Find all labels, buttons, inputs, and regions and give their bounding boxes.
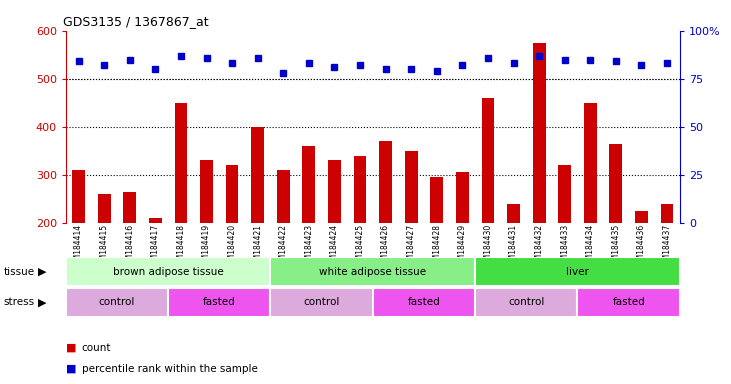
Bar (354, 156, 366, 223)
Bar (277, 170, 289, 223)
Bar (270, 257, 475, 286)
Text: white adipose tissue: white adipose tissue (319, 266, 426, 277)
Text: fasted: fasted (203, 297, 235, 308)
Bar (475, 288, 577, 317)
Bar (379, 141, 392, 223)
Bar (124, 192, 136, 223)
Text: GDS3135 / 1367867_at: GDS3135 / 1367867_at (63, 15, 208, 28)
Bar (149, 218, 162, 223)
Text: control: control (303, 297, 340, 308)
Text: control: control (508, 297, 545, 308)
Text: brown adipose tissue: brown adipose tissue (113, 266, 224, 277)
Text: liver: liver (566, 266, 589, 277)
Bar (405, 151, 417, 223)
Bar (251, 127, 264, 223)
Bar (98, 194, 110, 223)
Bar (270, 288, 373, 317)
Bar (226, 165, 238, 223)
Bar (66, 257, 270, 286)
Bar (661, 204, 673, 223)
Bar (635, 211, 648, 223)
Text: tissue: tissue (4, 266, 35, 277)
Text: ▶: ▶ (38, 266, 47, 277)
Text: ■: ■ (66, 343, 76, 353)
Bar (610, 144, 622, 223)
Bar (431, 177, 443, 223)
Bar (584, 103, 596, 223)
Text: count: count (82, 343, 111, 353)
Text: fasted: fasted (408, 297, 440, 308)
Bar (577, 288, 680, 317)
Text: fasted: fasted (613, 297, 645, 308)
Bar (533, 43, 545, 223)
Bar (168, 288, 270, 317)
Bar (373, 288, 475, 317)
Bar (558, 165, 571, 223)
Bar (175, 103, 187, 223)
Bar (328, 161, 341, 223)
Bar (66, 288, 168, 317)
Bar (507, 204, 520, 223)
Text: stress: stress (4, 297, 35, 308)
Bar (303, 146, 315, 223)
Text: ▶: ▶ (38, 297, 47, 308)
Text: percentile rank within the sample: percentile rank within the sample (82, 364, 258, 374)
Text: ■: ■ (66, 364, 76, 374)
Bar (456, 172, 469, 223)
Bar (475, 257, 680, 286)
Bar (200, 161, 213, 223)
Text: control: control (99, 297, 135, 308)
Bar (482, 98, 494, 223)
Bar (72, 170, 85, 223)
